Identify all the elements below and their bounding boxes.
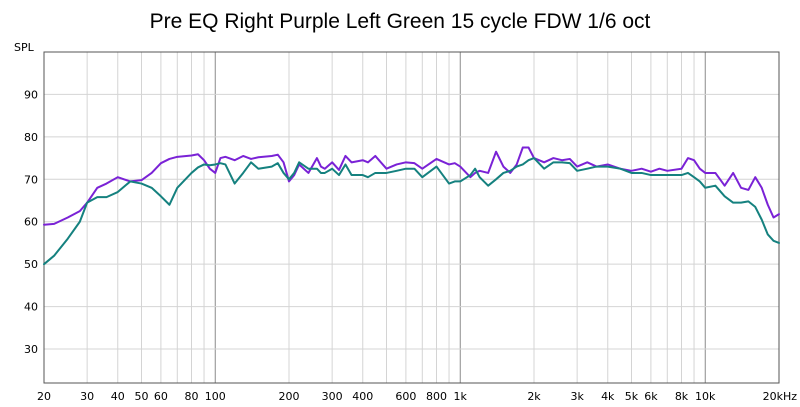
x-tick-label: 10k — [695, 390, 716, 403]
x-tick-label: 1k — [454, 390, 468, 403]
series-layer — [43, 146, 780, 266]
x-tick-label: 3k — [570, 390, 584, 403]
x-tick-label: 40 — [111, 390, 125, 403]
y-tick-label: 90 — [24, 88, 38, 101]
plot-frame — [43, 51, 780, 384]
series-line-1 — [43, 157, 780, 266]
x-tick-labels: 20 30 40 50 60 80 100 200 300 400 600 800 1k 2k 3k 4k 5k… — [37, 390, 797, 403]
x-tick-label: 5k — [625, 390, 639, 403]
x-tick-label: 4k — [601, 390, 615, 403]
x-tick-label: 600 — [395, 390, 416, 403]
y-tick-label: 50 — [24, 258, 38, 271]
chart-title: Pre EQ Right Purple Left Green 15 cycle … — [149, 10, 651, 33]
y-tick-labels: 30 40 50 60 70 80 90 — [24, 88, 38, 356]
x-tick-label: 800 — [426, 390, 447, 403]
y-tick-label: 60 — [24, 216, 38, 229]
x-tick-label: 8k — [675, 390, 689, 403]
x-tick-label: 100 — [205, 390, 226, 403]
x-tick-label: 400 — [352, 390, 373, 403]
y-tick-label: 70 — [24, 173, 38, 186]
x-tick-label: 50 — [134, 390, 148, 403]
x-tick-label: 2k — [527, 390, 541, 403]
grid-lines — [44, 52, 779, 383]
y-tick-label: 40 — [24, 301, 38, 314]
x-tick-label: 20kHz — [763, 390, 798, 403]
y-tick-label: 80 — [24, 131, 38, 144]
y-tick-label: 30 — [24, 343, 38, 356]
x-tick-label: 30 — [80, 390, 94, 403]
x-tick-label: 200 — [279, 390, 300, 403]
series-line-0 — [43, 146, 780, 226]
x-tick-label: 80 — [185, 390, 199, 403]
x-tick-label: 60 — [154, 390, 168, 403]
x-tick-label: 20 — [37, 390, 51, 403]
x-tick-label: 300 — [322, 390, 343, 403]
y-axis-label: SPL — [14, 41, 35, 54]
x-tick-label: 6k — [644, 390, 658, 403]
